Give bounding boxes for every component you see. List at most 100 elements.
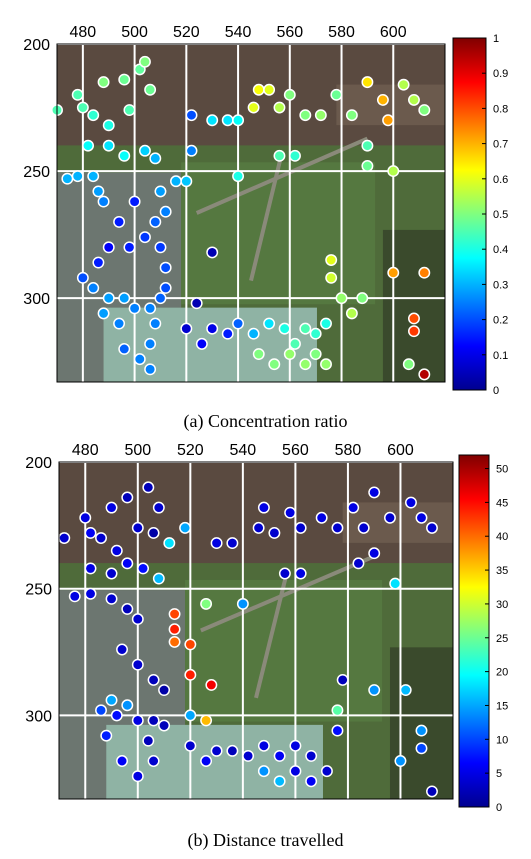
panel-a: 480 500 520 540 560 580 600 200 250 300 0 0.1 0.2 0.3…	[23, 24, 508, 397]
data-point	[315, 511, 328, 524]
data-point	[137, 562, 150, 575]
colorbar-tick-label: 0	[496, 802, 502, 814]
x-tick-label: 540	[225, 24, 252, 41]
data-point	[118, 292, 131, 305]
data-point	[408, 312, 420, 325]
data-point	[247, 101, 260, 114]
data-points	[51, 55, 431, 381]
data-point	[320, 358, 332, 371]
data-point	[221, 114, 234, 127]
data-point	[278, 322, 291, 335]
data-point	[154, 241, 167, 254]
y-tick-label: 200	[25, 455, 52, 472]
data-point	[76, 101, 89, 114]
data-point	[105, 567, 118, 580]
data-point	[283, 348, 296, 360]
data-point	[195, 337, 208, 350]
data-point	[299, 358, 312, 371]
data-point	[84, 587, 97, 600]
data-point	[368, 486, 381, 499]
data-point	[232, 114, 245, 127]
data-point	[352, 557, 365, 570]
data-point	[268, 526, 281, 539]
data-point	[102, 119, 115, 132]
data-point	[336, 673, 349, 686]
plot-frame	[58, 461, 454, 800]
data-point	[71, 88, 84, 101]
data-point	[405, 496, 417, 509]
y-tick-label: 250	[23, 164, 50, 181]
data-point	[206, 246, 219, 259]
data-point	[278, 567, 291, 580]
x-tick-label: 600	[380, 24, 407, 41]
data-point	[100, 729, 113, 742]
data-point	[154, 185, 167, 198]
data-point	[305, 749, 318, 762]
x-tick-label: 600	[387, 442, 414, 459]
data-point	[418, 266, 431, 279]
data-point	[97, 76, 110, 89]
data-point	[118, 73, 131, 86]
colorbar-tick-label: 40	[496, 531, 508, 543]
data-point	[131, 714, 144, 727]
data-point	[368, 547, 381, 560]
data-point	[384, 511, 396, 524]
data-point	[247, 327, 260, 340]
data-point	[105, 694, 118, 707]
colorbar-tick-label: 30	[496, 599, 508, 611]
data-point	[376, 93, 389, 106]
data-point	[131, 658, 144, 671]
data-point	[397, 78, 410, 91]
data-point	[206, 322, 219, 335]
data-point	[335, 292, 348, 305]
colorbar-tick-label: 50	[496, 464, 508, 476]
data-point	[289, 149, 301, 162]
data-point	[200, 714, 213, 727]
data-point	[147, 526, 160, 539]
colorbar-tick-label: 15	[496, 700, 508, 712]
plot-frame	[56, 43, 446, 383]
data-point	[299, 322, 312, 335]
data-point	[154, 292, 167, 305]
data-point	[268, 358, 281, 371]
data-point	[184, 668, 197, 681]
data-point	[142, 481, 155, 494]
data-point	[123, 241, 136, 254]
data-point	[345, 307, 358, 320]
data-point	[92, 185, 105, 198]
data-point	[415, 724, 428, 737]
data-point	[180, 175, 193, 188]
y-tick-label: 250	[25, 582, 52, 599]
colorbar-tick-label: 0.1	[493, 350, 508, 362]
data-point	[113, 317, 126, 330]
data-point	[320, 765, 333, 778]
data-point	[87, 109, 100, 122]
data-point	[61, 172, 74, 185]
data-point	[257, 739, 270, 752]
data-point	[79, 511, 92, 524]
data-point	[185, 109, 198, 122]
data-point	[190, 297, 203, 310]
colorbar: 0 0.1 0.2 0.3 0.4 0.5 0.6 0.7 0.8 0.9 1	[452, 33, 508, 397]
data-point	[152, 572, 165, 585]
x-tick-label: 480	[72, 442, 99, 459]
x-tick-label: 480	[70, 24, 97, 41]
data-point	[284, 506, 297, 519]
data-point	[163, 537, 176, 550]
data-point	[361, 139, 374, 152]
data-points	[58, 481, 438, 798]
data-point	[118, 343, 131, 355]
colorbar-tick-label: 20	[496, 667, 508, 679]
colorbar-tick-label: 35	[496, 565, 508, 577]
data-point	[273, 775, 286, 788]
data-point	[273, 149, 286, 162]
data-point	[382, 114, 395, 127]
colorbar-tick-label: 0	[493, 385, 499, 397]
data-point	[408, 93, 420, 106]
data-point	[110, 544, 123, 557]
data-point	[159, 282, 172, 294]
data-point	[121, 557, 134, 570]
data-point	[149, 317, 162, 330]
data-point	[226, 744, 239, 757]
data-point	[71, 170, 84, 183]
